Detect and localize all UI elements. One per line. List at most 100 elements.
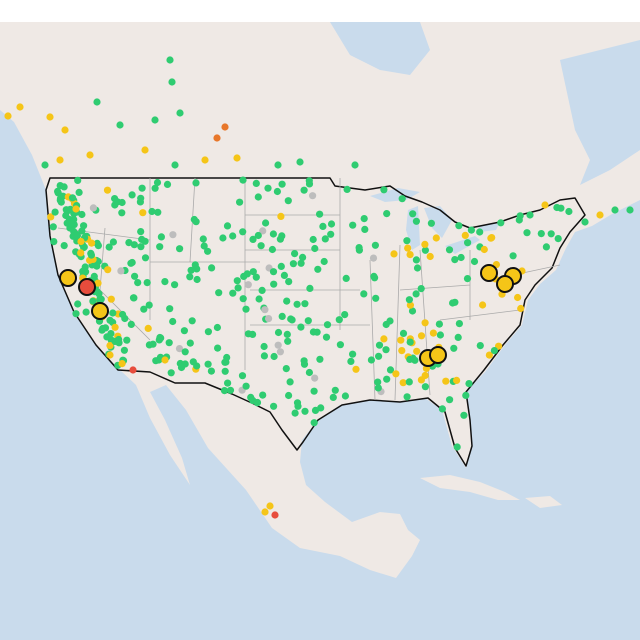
station: [145, 301, 153, 309]
station: [137, 243, 145, 251]
station: [77, 249, 85, 257]
station: [300, 186, 308, 194]
station: [73, 232, 81, 240]
station: [286, 378, 294, 386]
station: [87, 251, 95, 259]
station: [480, 245, 488, 254]
station: [355, 246, 363, 254]
top-margin: [0, 0, 640, 22]
station: [269, 268, 278, 276]
station: [166, 56, 174, 64]
station: [249, 330, 257, 338]
station: [300, 360, 309, 368]
station: [240, 272, 248, 280]
station: [392, 370, 400, 378]
station: [270, 352, 278, 361]
station: [297, 323, 305, 331]
station: [285, 278, 293, 286]
station: [320, 257, 328, 266]
station: [120, 346, 128, 354]
station: [461, 231, 469, 239]
station: [201, 156, 209, 164]
station: [347, 357, 355, 365]
station: [89, 204, 97, 212]
station: [128, 191, 136, 199]
station: [311, 244, 319, 253]
station: [215, 289, 223, 297]
station: [445, 246, 454, 254]
station: [304, 317, 312, 325]
station: [470, 257, 479, 266]
station: [166, 305, 174, 313]
station: [514, 293, 522, 302]
station: [442, 377, 450, 385]
station: [224, 379, 232, 387]
station: [309, 235, 317, 244]
station: [127, 320, 135, 328]
station: [450, 344, 458, 352]
station: [238, 372, 247, 380]
station: [403, 393, 411, 401]
station: [476, 228, 484, 236]
station: [323, 321, 332, 329]
station: [167, 369, 175, 377]
station: [60, 242, 68, 250]
station: [289, 260, 297, 268]
station: [187, 266, 195, 274]
station: [221, 123, 229, 131]
station: [316, 355, 324, 363]
station: [89, 297, 97, 305]
station: [278, 312, 286, 320]
station: [74, 176, 82, 184]
station: [118, 360, 126, 368]
station: [297, 259, 305, 267]
station: [404, 244, 412, 252]
station: [47, 213, 55, 221]
station: [427, 219, 435, 227]
station: [165, 339, 173, 347]
station: [4, 112, 12, 120]
station: [476, 342, 484, 350]
station: [66, 205, 74, 213]
station: [106, 342, 114, 350]
station: [255, 295, 263, 303]
station: [137, 194, 145, 202]
station: [74, 300, 82, 308]
station: [259, 391, 267, 399]
station: [372, 294, 380, 302]
station: [93, 239, 101, 247]
station: [264, 184, 272, 192]
station: [370, 272, 378, 280]
station: [319, 222, 327, 230]
station: [171, 161, 179, 169]
station: [67, 220, 75, 228]
station: [258, 286, 266, 294]
station: [72, 310, 80, 318]
station-highlight: [429, 346, 447, 364]
station: [309, 328, 317, 336]
station: [293, 300, 301, 308]
station: [403, 237, 411, 245]
station: [208, 264, 216, 272]
station: [306, 284, 314, 292]
hudson-bay: [330, 22, 430, 75]
station: [369, 254, 378, 262]
station: [398, 347, 406, 355]
station: [16, 103, 24, 111]
station: [139, 209, 147, 217]
station: [265, 315, 273, 323]
station: [446, 396, 454, 404]
station: [214, 344, 222, 352]
station: [229, 289, 237, 297]
station-highlight: [91, 302, 109, 320]
station: [86, 151, 94, 159]
station: [438, 405, 446, 413]
station: [322, 333, 331, 341]
station: [276, 235, 284, 243]
station: [349, 350, 357, 358]
land: [0, 22, 640, 578]
station: [453, 443, 461, 451]
station: [341, 311, 349, 319]
station: [335, 316, 343, 324]
station: [204, 328, 212, 336]
